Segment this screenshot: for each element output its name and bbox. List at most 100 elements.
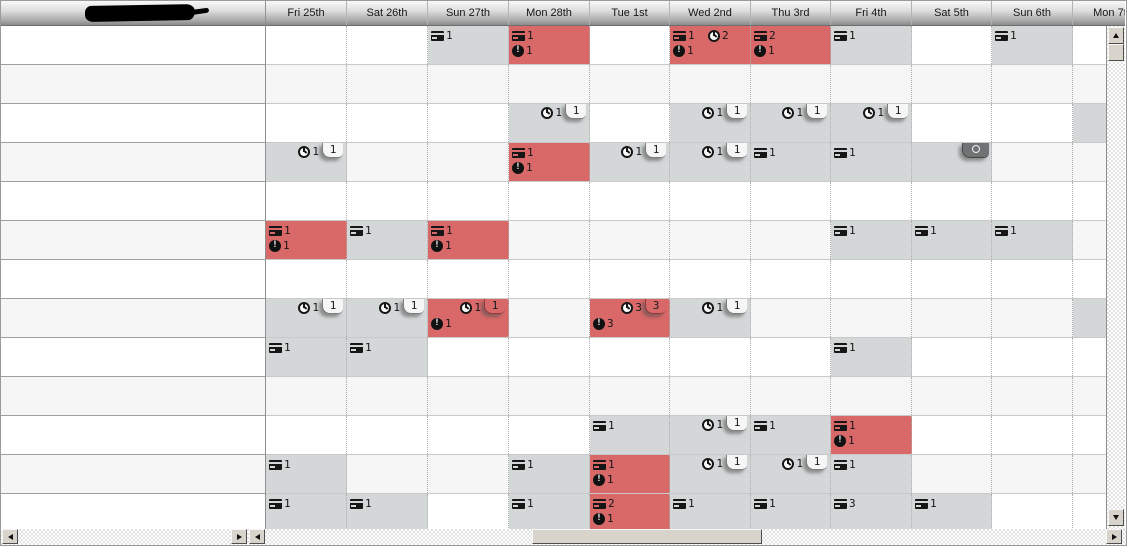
day-cell[interactable] (428, 494, 509, 529)
day-cell[interactable]: 11 (831, 416, 912, 454)
day-cell[interactable] (428, 65, 509, 103)
day-cell[interactable]: 1 (670, 494, 751, 529)
corner-tab-badge[interactable]: 1 (726, 416, 747, 431)
day-cell[interactable] (266, 104, 347, 142)
day-cell[interactable] (912, 65, 992, 103)
day-cell[interactable]: 1 (509, 455, 590, 493)
corner-tab-badge[interactable]: 1 (322, 143, 343, 158)
day-cell[interactable] (266, 260, 347, 298)
day-cell[interactable] (992, 143, 1073, 181)
day-cell[interactable] (831, 377, 912, 415)
day-cell[interactable] (590, 377, 670, 415)
corner-tab-badge[interactable]: 1 (726, 455, 747, 470)
day-cell[interactable] (509, 416, 590, 454)
day-cell[interactable] (347, 26, 428, 64)
day-cell[interactable] (912, 377, 992, 415)
day-cell[interactable] (428, 416, 509, 454)
day-cell[interactable]: 1 (590, 416, 670, 454)
day-cell[interactable] (347, 260, 428, 298)
day-cell[interactable] (590, 338, 670, 376)
day-cell[interactable]: 1 (751, 416, 831, 454)
day-cell[interactable] (347, 416, 428, 454)
scroll-down-button[interactable] (1108, 509, 1124, 526)
corner-tab-badge[interactable]: 1 (645, 143, 666, 158)
day-cell[interactable]: 21 (751, 26, 831, 64)
day-cell[interactable]: 1 (266, 455, 347, 493)
day-cell[interactable] (1073, 416, 1106, 454)
day-cell[interactable] (751, 260, 831, 298)
corner-tab-badge[interactable]: 1 (403, 299, 424, 314)
day-cell[interactable]: 3 (831, 494, 912, 529)
day-cell[interactable]: 333 (590, 299, 670, 337)
day-cell[interactable] (266, 377, 347, 415)
left-pane-scroll-left-button[interactable] (2, 529, 18, 544)
day-cell[interactable]: 1 (992, 221, 1073, 259)
day-cell[interactable] (428, 260, 509, 298)
day-cell[interactable] (992, 65, 1073, 103)
day-cell[interactable] (1073, 104, 1106, 142)
day-cell[interactable]: 1 (831, 143, 912, 181)
day-cell[interactable] (670, 65, 751, 103)
day-cell[interactable] (1073, 455, 1106, 493)
horizontal-scroll-thumb[interactable] (532, 529, 762, 544)
day-cell[interactable] (266, 182, 347, 220)
day-cell[interactable] (670, 377, 751, 415)
day-cell[interactable] (509, 65, 590, 103)
day-cell[interactable]: 1 (831, 338, 912, 376)
left-pane-scroll-right-button[interactable] (231, 529, 247, 544)
day-cell[interactable] (509, 182, 590, 220)
day-cell[interactable] (1073, 182, 1106, 220)
day-cell[interactable] (509, 221, 590, 259)
day-cell[interactable] (1073, 65, 1106, 103)
day-cell[interactable] (347, 104, 428, 142)
day-cell[interactable] (751, 299, 831, 337)
day-cell[interactable] (347, 377, 428, 415)
day-cell[interactable]: 1 (751, 494, 831, 529)
day-cell[interactable]: 111 (428, 299, 509, 337)
day-cell[interactable] (266, 65, 347, 103)
day-cell[interactable] (912, 26, 992, 64)
day-cell[interactable] (751, 338, 831, 376)
vertical-scrollbar[interactable] (1106, 26, 1125, 529)
day-cell[interactable] (751, 182, 831, 220)
day-cell[interactable] (590, 26, 670, 64)
corner-tab-badge[interactable]: 1 (726, 104, 747, 119)
day-cell[interactable]: 1 (347, 221, 428, 259)
day-cell[interactable] (912, 260, 992, 298)
day-cell[interactable] (428, 182, 509, 220)
vertical-scroll-thumb[interactable] (1108, 44, 1124, 61)
corner-tab-badge[interactable]: 3 (645, 299, 666, 314)
day-cell[interactable] (992, 182, 1073, 220)
day-cell[interactable] (992, 455, 1073, 493)
day-cell[interactable] (831, 65, 912, 103)
day-cell[interactable]: 1 (347, 494, 428, 529)
day-cell[interactable]: 11 (590, 455, 670, 493)
day-cell[interactable]: 1 (831, 26, 912, 64)
day-cell[interactable]: 11 (509, 26, 590, 64)
day-cell[interactable] (347, 65, 428, 103)
day-cell[interactable] (992, 377, 1073, 415)
circle-option-badge[interactable] (962, 143, 989, 158)
day-cell[interactable] (992, 104, 1073, 142)
day-cell[interactable] (428, 338, 509, 376)
day-cell[interactable] (912, 299, 992, 337)
day-cell[interactable] (590, 221, 670, 259)
day-cell[interactable] (1073, 494, 1106, 529)
day-cell[interactable] (992, 299, 1073, 337)
day-cell[interactable] (670, 260, 751, 298)
day-cell[interactable] (912, 455, 992, 493)
day-cell[interactable] (831, 260, 912, 298)
day-cell[interactable]: 11 (428, 221, 509, 259)
day-cell[interactable]: 1 (347, 338, 428, 376)
day-cell[interactable] (590, 65, 670, 103)
day-cell[interactable]: 1 (831, 455, 912, 493)
day-cell[interactable] (831, 182, 912, 220)
day-cell[interactable] (670, 338, 751, 376)
day-cell[interactable] (266, 26, 347, 64)
day-cell[interactable] (509, 260, 590, 298)
